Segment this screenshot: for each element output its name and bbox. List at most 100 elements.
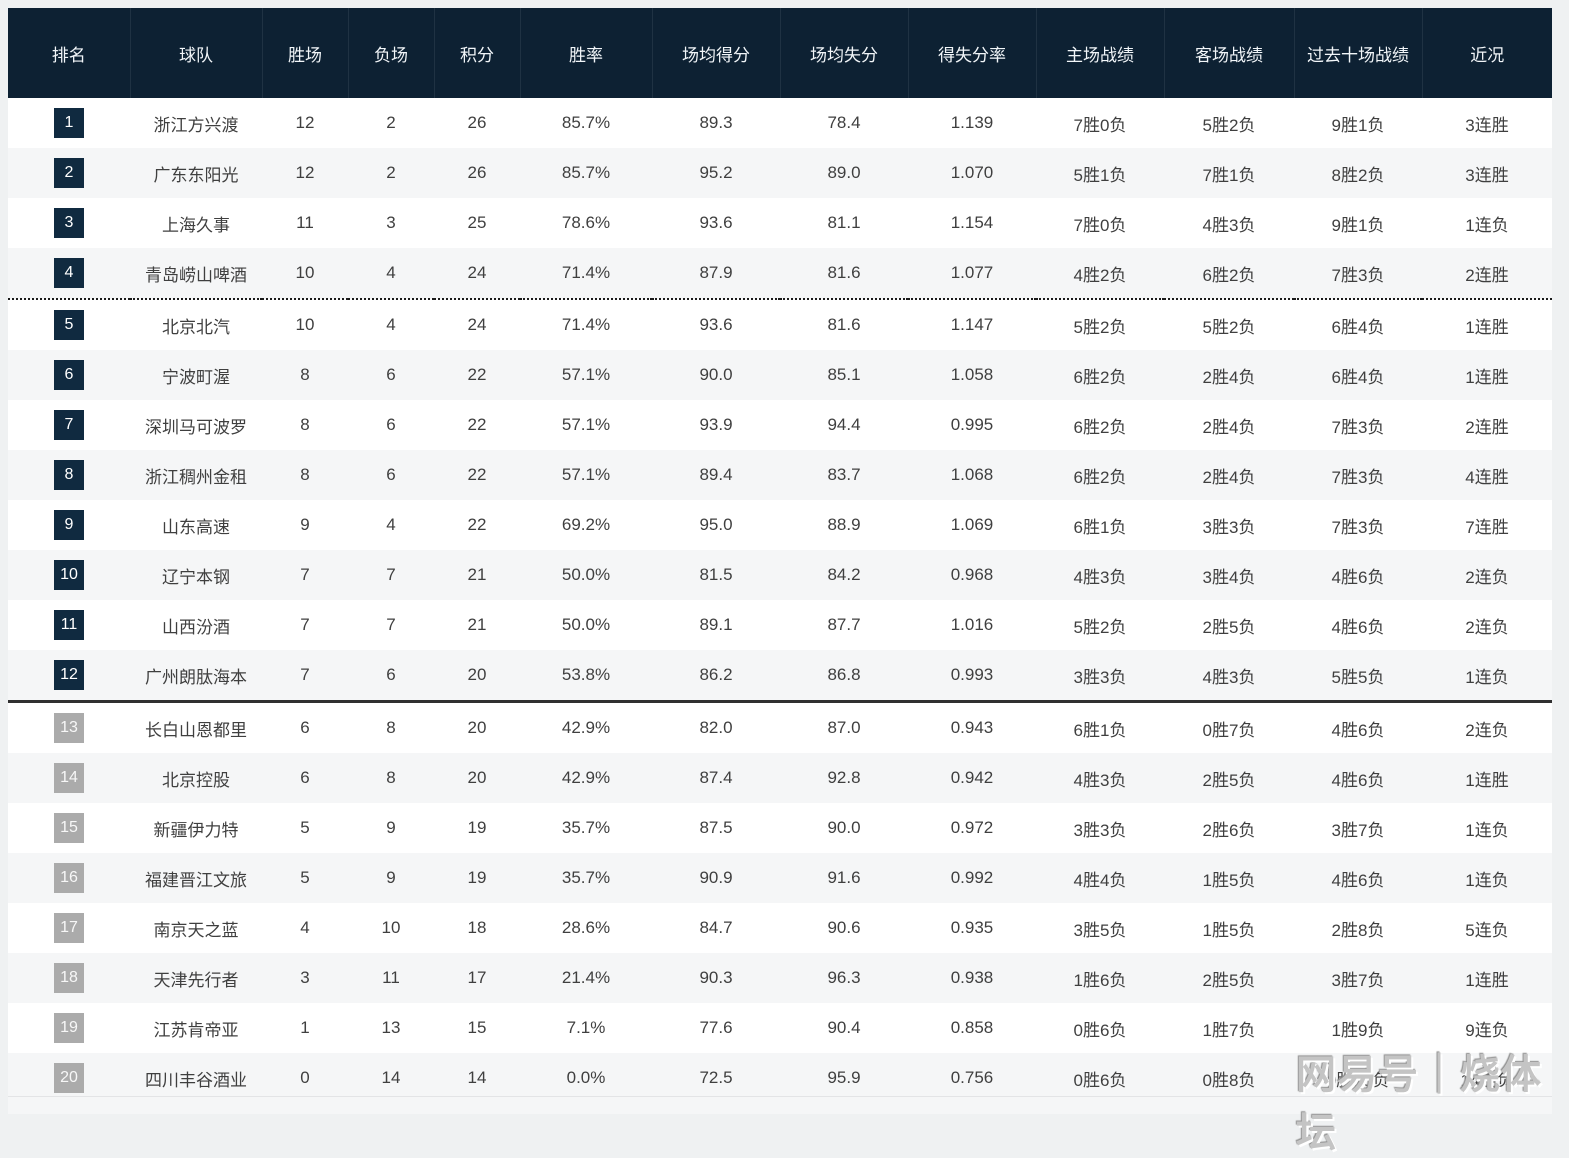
table-row: 12 广州朗肽海本 7 6 20 53.8% 86.2 86.8 0.993 3胜3负 4胜3负 5胜… xyxy=(8,650,1552,703)
cell-win_rate: 85.7% xyxy=(561,113,611,132)
cell-rank: 17 xyxy=(8,903,130,953)
cell-score_ratio: 0.858 xyxy=(950,1018,994,1037)
cell-wins: 8 xyxy=(300,365,310,384)
cell-rank: 15 xyxy=(8,803,130,853)
cell-points_against_avg: 81.6 xyxy=(827,315,861,334)
cell-last_ten: 6胜4负 xyxy=(1331,367,1385,387)
cell-score_ratio: 1.139 xyxy=(950,113,994,132)
cell-win_rate: 0.0% xyxy=(566,1068,606,1087)
cell-team: 辽宁本钢 xyxy=(162,567,230,587)
cell-points: 20 xyxy=(467,718,487,737)
cell-rank: 9 xyxy=(8,500,130,550)
cell-rank: 2 xyxy=(8,148,130,198)
col-header-losses: 负场 xyxy=(347,8,435,98)
cell-away_record: 1胜5负 xyxy=(1202,920,1256,940)
cell-points_for_avg: 90.0 xyxy=(699,365,733,384)
cell-wins: 7 xyxy=(300,565,310,584)
cell-wins: 1 xyxy=(300,1018,310,1037)
cell-score_ratio: 0.992 xyxy=(950,868,994,887)
cell-rank: 3 xyxy=(8,198,130,248)
cell-points_against_avg: 92.8 xyxy=(827,768,861,787)
cell-points: 24 xyxy=(467,315,487,334)
cell-away_record: 5胜2负 xyxy=(1202,317,1256,337)
cell-points_for_avg: 89.1 xyxy=(699,615,733,634)
table-row: 4 青岛崂山啤酒 10 4 24 71.4% 87.9 81.6 1.077 4胜2负 6胜2负 7胜… xyxy=(8,248,1552,300)
cell-win_rate: 85.7% xyxy=(561,163,611,182)
cell-losses: 2 xyxy=(386,113,396,132)
cell-last_ten: 8胜2负 xyxy=(1331,165,1385,185)
cell-team: 四川丰谷酒业 xyxy=(145,1070,247,1090)
cell-streak: 2连胜 xyxy=(1422,248,1552,300)
cell-last_ten: 9胜1负 xyxy=(1331,115,1385,135)
cell-away_record: 0胜8负 xyxy=(1202,1070,1256,1090)
table-body: 1 浙江方兴渡 12 2 26 85.7% 89.3 78.4 1.139 7胜0负 5胜2负 9胜1… xyxy=(8,98,1552,1103)
cell-win_rate: 21.4% xyxy=(561,968,611,987)
cell-streak: 1连胜 xyxy=(1465,367,1509,387)
cell-points_for_avg: 90.3 xyxy=(699,968,733,987)
cell-streak: 1连负 xyxy=(1465,215,1509,235)
table-row: 11 山西汾酒 7 7 21 50.0% 89.1 87.7 1.016 5胜2负 2胜5负 4胜6负… xyxy=(8,600,1552,650)
cell-score_ratio: 1.016 xyxy=(950,615,994,634)
cell-win_rate: 35.7% xyxy=(561,818,611,837)
cell-rank: 4 xyxy=(8,248,130,300)
cell-team: 上海久事 xyxy=(162,215,230,235)
cell-win_rate: 71.4% xyxy=(561,315,611,334)
rank-badge: 7 xyxy=(54,410,84,440)
cell-wins: 5 xyxy=(300,868,310,887)
cell-last_ten: 4胜6负 xyxy=(1331,567,1385,587)
cell-score_ratio: 0.935 xyxy=(950,918,994,937)
rank-badge: 19 xyxy=(54,1013,84,1043)
cell-streak: 2连负 xyxy=(1465,720,1509,740)
cell-streak: 3连胜 xyxy=(1465,165,1509,185)
rank-badge: 13 xyxy=(54,713,84,743)
rank-badge: 14 xyxy=(54,763,84,793)
cell-wins: 6 xyxy=(300,718,310,737)
col-header-rank: 排名 xyxy=(8,8,131,98)
cell-streak: 2连负 xyxy=(1465,617,1509,637)
cell-home_record: 4胜4负 xyxy=(1073,870,1127,890)
table-row: 3 上海久事 11 3 25 78.6% 93.6 81.1 1.154 7胜0负 4胜3负 9胜1负… xyxy=(8,198,1552,248)
cell-team: 北京北汽 xyxy=(162,317,230,337)
rank-badge: 3 xyxy=(54,208,84,238)
cell-points_for_avg: 89.4 xyxy=(699,465,733,484)
table-row: 17 南京天之蓝 4 10 18 28.6% 84.7 90.6 0.935 3胜5负 1胜5负 2胜… xyxy=(8,903,1552,953)
cell-home_record: 3胜3负 xyxy=(1073,820,1127,840)
cell-home_record: 6胜2负 xyxy=(1073,417,1127,437)
cell-score_ratio: 1.077 xyxy=(908,248,1036,300)
cell-streak: 9连负 xyxy=(1465,1020,1509,1040)
cell-points_against_avg: 81.6 xyxy=(780,248,908,300)
cell-points_against_avg: 95.9 xyxy=(827,1068,861,1087)
cell-streak: 1连胜 xyxy=(1465,770,1509,790)
cell-score_ratio: 1.147 xyxy=(950,315,994,334)
cell-win_rate: 57.1% xyxy=(561,415,611,434)
cell-team: 南京天之蓝 xyxy=(153,920,239,940)
cell-team: 长白山恩都里 xyxy=(145,720,247,740)
cell-last_ten: 1胜9负 xyxy=(1331,1020,1385,1040)
cell-score_ratio: 0.943 xyxy=(950,718,994,737)
cell-points: 25 xyxy=(467,213,487,232)
cell-points: 15 xyxy=(467,1018,487,1037)
table-row: 7 深圳马可波罗 8 6 22 57.1% 93.9 94.4 0.995 6胜2负 2胜4负 7胜3… xyxy=(8,400,1552,450)
cell-losses: 3 xyxy=(386,213,396,232)
cell-home_record: 5胜2负 xyxy=(1073,317,1127,337)
rank-badge: 16 xyxy=(54,863,84,893)
cell-points_against_avg: 84.2 xyxy=(827,565,861,584)
cell-losses: 9 xyxy=(386,868,396,887)
cell-streak: 2连负 xyxy=(1465,567,1509,587)
col-header-last-ten: 过去十场战绩 xyxy=(1293,8,1423,98)
cell-points: 26 xyxy=(467,163,487,182)
cell-points: 24 xyxy=(434,248,520,300)
cell-points: 20 xyxy=(434,650,520,703)
cell-streak: 14连负 xyxy=(1460,1070,1514,1090)
cell-points_against_avg: 96.3 xyxy=(827,968,861,987)
cell-wins: 10 xyxy=(262,248,348,300)
rank-badge: 2 xyxy=(54,158,84,188)
cell-win_rate: 69.2% xyxy=(561,515,611,534)
cell-streak: 5连负 xyxy=(1465,920,1509,940)
cell-wins: 0 xyxy=(300,1068,310,1087)
col-header-team: 球队 xyxy=(129,8,263,98)
cell-home_record: 3胜5负 xyxy=(1073,920,1127,940)
cell-points: 20 xyxy=(467,768,487,787)
cell-points_for_avg: 77.6 xyxy=(699,1018,733,1037)
cell-away_record: 2胜6负 xyxy=(1202,820,1256,840)
